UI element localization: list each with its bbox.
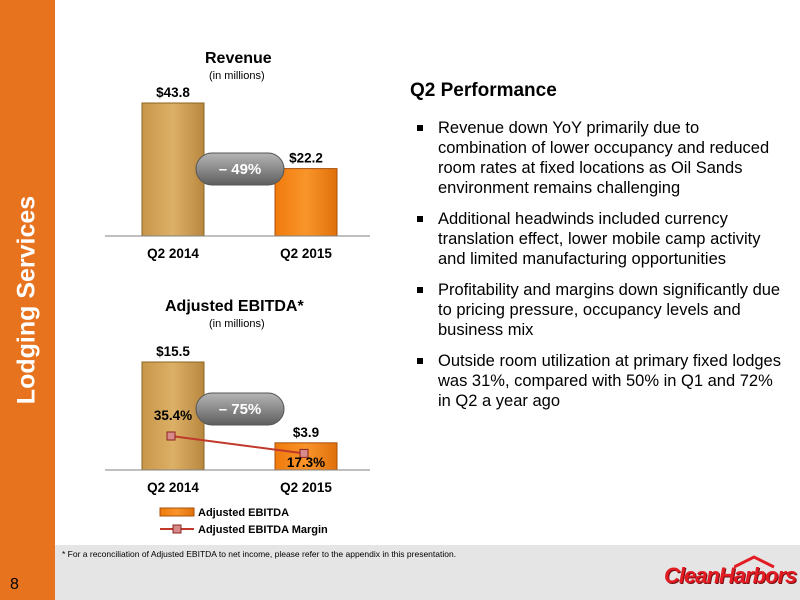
legend-swatch-ebitda (159, 507, 195, 517)
q2-performance-heading: Q2 Performance (410, 80, 557, 101)
bullet-item: Outside room utilization at primary fixe… (412, 351, 784, 411)
value-label-0-1: $22.2 (289, 151, 323, 166)
margin-marker-0 (166, 431, 176, 441)
legend-marker-margin (172, 524, 182, 534)
legend-label-margin: Adjusted EBITDA Margin (198, 524, 328, 536)
category-label-0-0: Q2 2014 (147, 246, 199, 261)
bullet-square-icon (417, 125, 423, 131)
footnote: * For a reconciliation of Adjusted EBITD… (62, 549, 457, 559)
revenue-chart-title: Revenue (205, 50, 272, 67)
value-label-0-0: $43.8 (156, 85, 190, 100)
bullet-item: Revenue down YoY primarily due to combin… (412, 118, 784, 198)
bullet-text: Additional headwinds included currency t… (438, 210, 761, 268)
bar-0-0 (141, 102, 205, 237)
value-label-1-0: $15.5 (156, 344, 190, 359)
logo-text: CleanHarbors (664, 563, 797, 588)
logo-roof-icon (734, 555, 775, 569)
change-callout-text-1: – 75% (219, 401, 262, 418)
bullet-item: Additional headwinds included currency t… (412, 209, 784, 269)
value-label-1-1: $3.9 (293, 425, 319, 440)
bullet-square-icon (417, 216, 423, 222)
bullet-text: Revenue down YoY primarily due to combin… (438, 119, 770, 197)
category-label-1-0: Q2 2014 (147, 480, 199, 495)
bullet-text: Profitability and margins down significa… (438, 281, 781, 339)
bullet-square-icon (417, 287, 423, 293)
ebitda-chart-subtitle: (in millions) (209, 318, 265, 330)
sidebar-title: Lodging Services (12, 195, 41, 405)
bar-1-0 (141, 361, 205, 471)
change-callout-0 (195, 152, 285, 186)
category-label-0-1: Q2 2015 (280, 246, 332, 261)
page-number: 8 (10, 576, 19, 593)
change-callout-1 (195, 392, 285, 426)
legend-label-ebitda: Adjusted EBITDA (198, 507, 289, 519)
bullet-square-icon (417, 358, 423, 364)
charts-canvas: $43.8 Q2 2014 $22.2 Q2 2015 – 49% $15.5 Q2 201… (105, 85, 370, 536)
ebitda-chart-title: Adjusted EBITDA* (165, 298, 304, 315)
margin-marker-1 (299, 448, 309, 458)
clean-harbors-logo: CleanHarbors (664, 555, 797, 591)
margin-label-0: 35.4% (154, 408, 192, 423)
bullet-text: Outside room utilization at primary fixe… (438, 352, 781, 410)
margin-label-1: 17.3% (287, 455, 325, 470)
bullet-item: Profitability and margins down significa… (412, 280, 784, 340)
sidebar: Lodging Services 8 (0, 0, 55, 600)
category-label-1-1: Q2 2015 (280, 480, 332, 495)
performance-bullets: Revenue down YoY primarily due to combin… (412, 118, 784, 422)
footer-band (55, 545, 800, 600)
revenue-chart-subtitle: (in millions) (209, 70, 265, 82)
change-callout-text-0: – 49% (219, 161, 262, 178)
margin-line (170, 435, 305, 455)
bar-0-1 (274, 168, 338, 237)
